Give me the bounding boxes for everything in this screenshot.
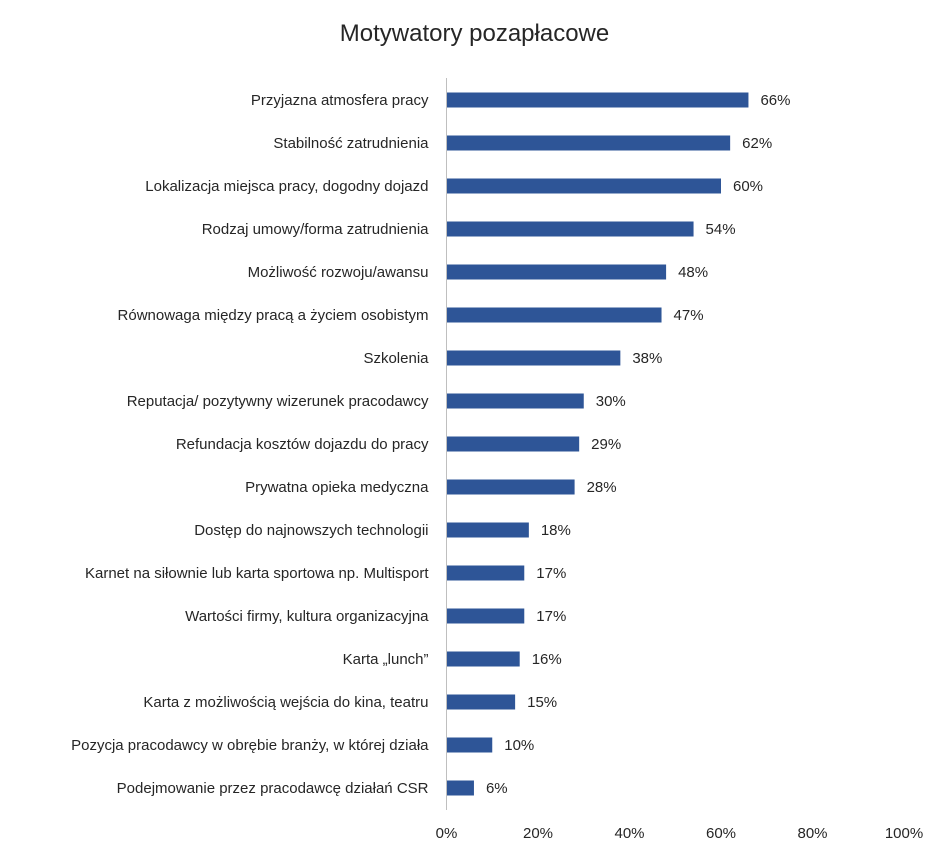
bar [446,780,474,796]
data-label: 28% [587,479,617,496]
category-label: Stabilność zatrudnienia [273,135,429,152]
x-tick-label: 100% [885,825,923,842]
data-label: 15% [527,694,557,711]
x-tick-label: 40% [614,825,644,842]
bar [446,135,731,151]
bars-layer [446,92,749,796]
category-label: Lokalizacja miejsca pracy, dogodny dojaz… [145,178,428,195]
data-label: 38% [632,350,662,367]
category-label: Szkolenia [363,350,429,367]
bar [446,737,493,753]
category-label: Dostęp do najnowszych technologii [194,522,428,539]
data-label: 47% [674,307,704,324]
x-tick-label: 80% [797,825,827,842]
bar [446,522,529,538]
category-label: Prywatna opieka medyczna [245,479,429,496]
bar [446,307,662,323]
bar [446,651,520,667]
x-tick-label: 60% [706,825,736,842]
category-label: Pozycja pracodawcy w obrębie branży, w k… [71,737,429,754]
data-label: 54% [706,221,736,238]
category-label: Rodzaj umowy/forma zatrudnienia [202,221,429,238]
category-label: Karnet na siłownie lub karta sportowa np… [85,565,429,582]
data-label: 48% [678,264,708,281]
category-label: Karta z możliwością wejścia do kina, tea… [143,694,428,711]
x-tick-label: 20% [523,825,553,842]
category-label: Równowaga między pracą a życiem osobisty… [118,307,429,324]
data-label: 30% [596,393,626,410]
bar [446,694,516,710]
data-label: 29% [591,436,621,453]
bar [446,178,721,194]
data-labels-layer: 66% 62% 60% 54% 48% 47% 38% 30% 29% 28% 18% 17% 17% 1… [486,92,791,797]
bar [446,393,584,409]
data-label: 66% [760,92,790,109]
data-label: 17% [536,565,566,582]
category-label: Wartości firmy, kultura organizacyjna [185,608,429,625]
data-label: 6% [486,780,508,797]
x-tick-label: 0% [436,825,458,842]
data-label: 16% [532,651,562,668]
bar [446,92,749,108]
data-label: 18% [541,522,571,539]
bar [446,479,575,495]
data-label: 60% [733,178,763,195]
category-label: Karta „lunch” [343,651,429,668]
data-label: 10% [504,737,534,754]
bar [446,436,580,452]
category-label: Refundacja kosztów dojazdu do pracy [176,436,429,453]
category-label: Podejmowanie przez pracodawcę działań CS… [117,780,429,797]
category-labels-layer: Przyjazna atmosfera pracy Stabilność zatr… [71,92,429,797]
bar [446,350,621,366]
bar [446,221,694,237]
bar [446,608,525,624]
category-label: Reputacja/ pozytywny wizerunek pracodawc… [127,393,429,410]
chart-title: Motywatory pozapłacowe [339,20,610,47]
data-label: 62% [742,135,772,152]
bar [446,565,525,581]
category-label: Przyjazna atmosfera pracy [251,92,429,109]
bar [446,264,667,280]
category-label: Możliwość rozwoju/awansu [248,264,429,281]
data-label: 17% [536,608,566,625]
x-axis-ticks-layer: 0% 20% 40% 60% 80% 100% [436,825,924,842]
